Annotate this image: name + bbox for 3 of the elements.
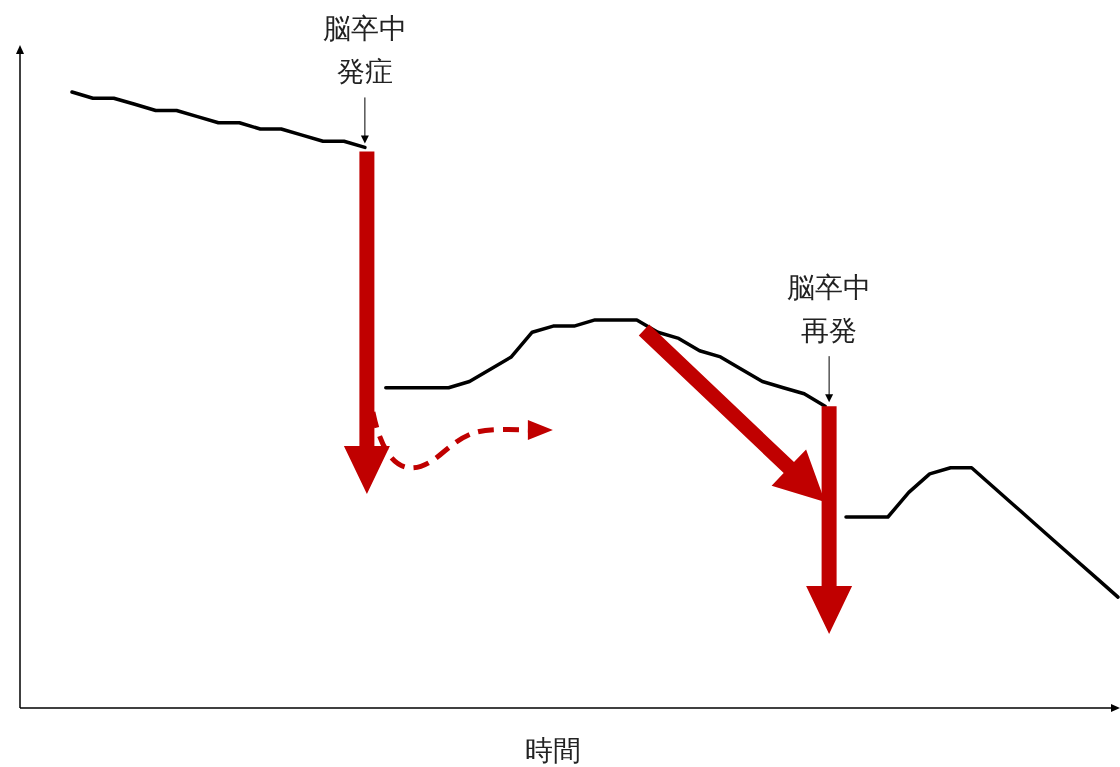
text: 脳卒中発症 [322, 12, 407, 89]
x-axis-title: 時間 [525, 734, 581, 767]
annotation: 脳卒中再発 [787, 271, 872, 348]
